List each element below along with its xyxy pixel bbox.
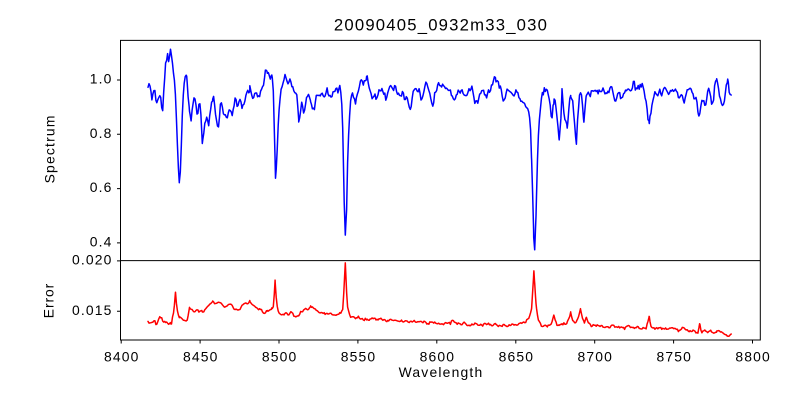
svg-text:8800: 8800 — [735, 348, 771, 364]
svg-text:Wavelength: Wavelength — [399, 364, 484, 380]
svg-text:8700: 8700 — [578, 348, 614, 364]
svg-text:8400: 8400 — [104, 348, 140, 364]
svg-text:0.015: 0.015 — [72, 302, 113, 318]
svg-text:0.6: 0.6 — [90, 179, 113, 195]
svg-text:8450: 8450 — [183, 348, 219, 364]
svg-text:8600: 8600 — [420, 348, 456, 364]
svg-text:Error: Error — [41, 283, 57, 318]
svg-text:0.4: 0.4 — [90, 233, 113, 249]
svg-text:20090405_0932m33_030: 20090405_0932m33_030 — [334, 16, 548, 35]
svg-text:8650: 8650 — [499, 348, 535, 364]
svg-text:8750: 8750 — [656, 348, 692, 364]
svg-text:0.020: 0.020 — [72, 251, 113, 267]
svg-text:8550: 8550 — [341, 348, 377, 364]
svg-text:1.0: 1.0 — [90, 71, 113, 87]
svg-text:0.8: 0.8 — [90, 125, 113, 141]
svg-text:8500: 8500 — [262, 348, 298, 364]
svg-text:Spectrum: Spectrum — [42, 114, 58, 183]
